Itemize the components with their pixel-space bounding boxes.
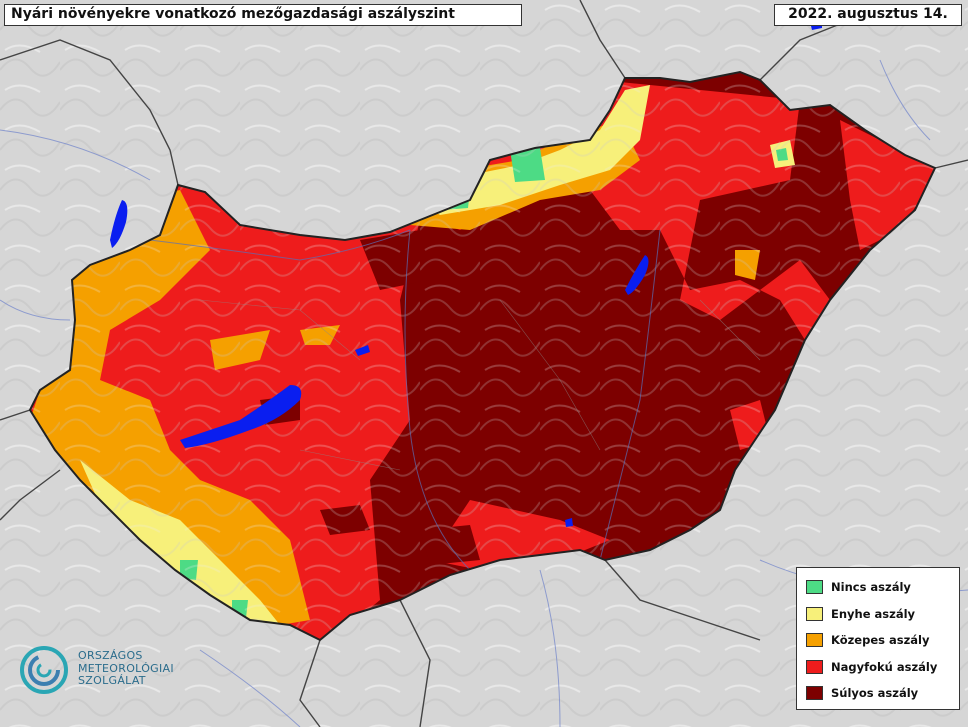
- legend-item-extreme: Nagyfokú aszály: [806, 654, 959, 681]
- legend-label: Enyhe aszály: [831, 606, 916, 621]
- legend-item-moderate: Közepes aszály: [806, 627, 959, 654]
- lake-tisza: [625, 255, 649, 295]
- legend: Nincs aszály Enyhe aszály Közepes aszály…: [796, 567, 960, 710]
- county-borders: [199, 299, 761, 471]
- logo-line: ORSZÁGOS: [78, 649, 143, 662]
- legend-label: Súlyos aszály: [831, 686, 919, 701]
- map-date: 2022. augusztus 14.: [774, 4, 962, 26]
- legend-label: Közepes aszály: [831, 633, 930, 648]
- legend-label: Nincs aszály: [831, 580, 911, 595]
- legend-swatch: [806, 659, 823, 674]
- omsz-logo-text: ORSZÁGOS METEOROLÓGIAI SZOLGÁLAT: [78, 649, 174, 688]
- legend-label: Nagyfokú aszály: [831, 659, 938, 674]
- rivers-inside: [149, 229, 661, 571]
- omsz-logo: ORSZÁGOS METEOROLÓGIAI SZOLGÁLAT: [18, 642, 218, 704]
- map-title: Nyári növényekre vonatkozó mezőgazdasági…: [4, 4, 522, 26]
- omsz-swirl-icon: [20, 646, 68, 694]
- lake-velence: [355, 345, 370, 356]
- logo-line: SZOLGÁLAT: [78, 674, 146, 687]
- lake-balaton: [180, 385, 302, 448]
- legend-swatch: [806, 606, 823, 621]
- lake-ferto: [110, 200, 128, 248]
- legend-item-none: Nincs aszály: [806, 574, 959, 601]
- legend-item-mild: Enyhe aszály: [806, 601, 959, 628]
- logo-line: METEOROLÓGIAI: [78, 661, 174, 675]
- legend-swatch: [806, 633, 823, 648]
- legend-item-severe: Súlyos aszály: [806, 680, 959, 707]
- legend-swatch: [806, 580, 823, 595]
- legend-swatch: [806, 686, 823, 701]
- lake-small: [565, 518, 573, 527]
